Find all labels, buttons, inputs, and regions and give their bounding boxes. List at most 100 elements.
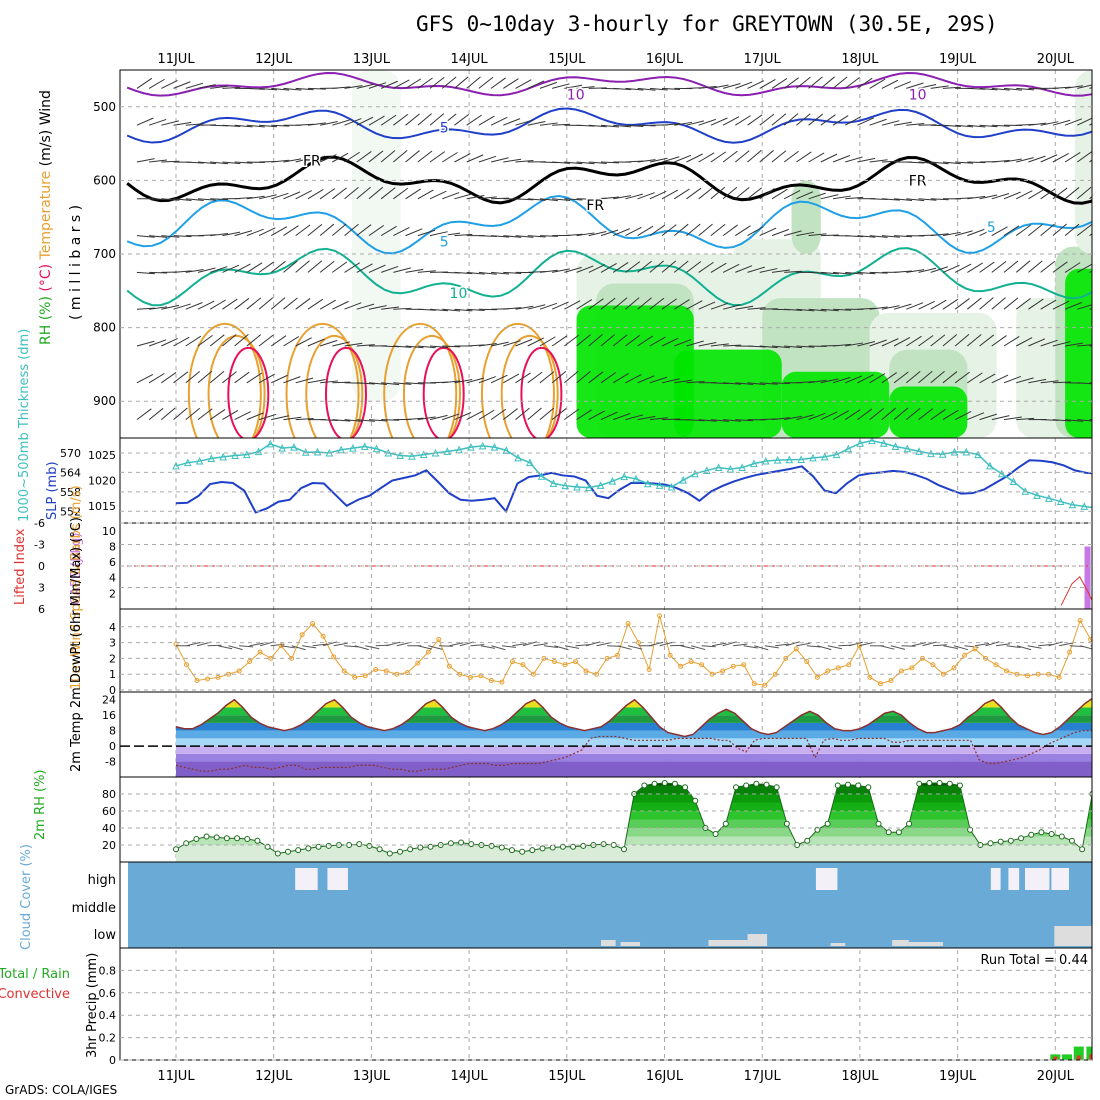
wind10-point: [257, 649, 263, 655]
wind10-point: [646, 666, 652, 672]
wind-barb: [808, 412, 826, 421]
rh-high-area: [781, 371, 890, 438]
rh-band: [176, 811, 1092, 820]
wind-barb: [466, 377, 485, 384]
wind-barb: [686, 340, 704, 347]
thickness-point: [903, 444, 912, 453]
low-cloud-bar: [1054, 926, 1092, 946]
wind-barb: [491, 197, 510, 200]
wind-barb: [942, 298, 959, 310]
wind-barb: [930, 408, 946, 421]
wind-barb: [405, 417, 424, 421]
wind-barb: [954, 371, 970, 384]
wind-barb: [735, 305, 754, 310]
rh-point: [844, 781, 851, 788]
contour-label: 5: [440, 121, 449, 137]
wind-barb: [442, 413, 460, 421]
wind-barb: [381, 419, 400, 421]
rh-point: [213, 834, 220, 841]
wind-barb: [429, 345, 449, 348]
wind-barb: [429, 151, 446, 163]
thickness-point: [891, 442, 900, 450]
wind-barb: [405, 113, 420, 126]
contour-label: 10: [909, 87, 927, 103]
wind-barb: [918, 83, 937, 89]
wind10-point: [236, 668, 242, 674]
wind-barb: [662, 87, 681, 90]
low-cloud-bar: [708, 940, 748, 946]
wind-barb: [307, 87, 326, 90]
contour-label: FR: [586, 198, 604, 214]
wind-barb: [136, 77, 153, 89]
wind-barb: [796, 231, 815, 237]
wind10-barb: [943, 645, 958, 649]
bottom-date-label: 14JUL: [451, 1069, 489, 1084]
rh-point: [1018, 835, 1025, 842]
wind-barb: [735, 382, 754, 386]
rh-point: [763, 781, 770, 788]
wind-barb: [197, 161, 216, 165]
top-date-label: 15JUL: [548, 52, 586, 67]
wind-barb: [612, 334, 628, 347]
rh-tick-label: 40: [102, 822, 116, 835]
wind-barb: [991, 260, 1007, 273]
temp-band: [176, 715, 1092, 723]
wind-barb: [710, 262, 727, 273]
wind-barb: [1003, 416, 1022, 421]
rh-point: [620, 846, 627, 853]
rh-point: [1007, 837, 1014, 844]
thickness-point: [714, 463, 723, 472]
wind-barb: [698, 187, 714, 200]
slp-tick-label: 1025: [88, 449, 116, 462]
thickness-point: [750, 459, 758, 468]
wind-barb: [185, 268, 204, 273]
thickness-point: [360, 442, 369, 450]
thickness-point: [514, 453, 522, 462]
wind-barb: [674, 121, 693, 126]
wind-barb: [979, 334, 995, 347]
pressure-tick-label: 600: [93, 173, 116, 187]
thickness-point: [950, 447, 959, 456]
wind-barb: [1015, 224, 1032, 237]
wind-barb: [771, 382, 790, 385]
wind-barb: [441, 113, 457, 126]
wind-barb: [515, 119, 533, 126]
wind-barb: [454, 193, 472, 200]
wind-barb: [209, 370, 225, 384]
wind10-barb: [1027, 645, 1042, 649]
wind-barb: [796, 414, 814, 421]
wind-barb: [808, 379, 827, 384]
wind-barb: [613, 228, 630, 237]
wind-barb: [796, 308, 815, 312]
wind10-barb: [543, 645, 559, 648]
high-cloud-gap: [1008, 868, 1020, 890]
wind10-barb: [627, 645, 643, 650]
wind-barb: [967, 297, 982, 310]
contour-label: 5: [440, 235, 449, 251]
rh-point: [234, 835, 241, 842]
wind-barb: [1016, 157, 1034, 163]
thickness-point: [679, 476, 688, 484]
wind-barb: [881, 305, 900, 310]
wind-barb: [1015, 260, 1031, 273]
wind-barb: [368, 419, 387, 422]
wind10-point: [625, 621, 631, 627]
wind10-point: [846, 662, 852, 668]
wind-barb: [515, 372, 531, 384]
thickness-point: [1056, 497, 1065, 506]
wind-barb: [686, 153, 703, 163]
precip-convective-bar: [1053, 1056, 1058, 1060]
wind10-barb: [344, 645, 359, 648]
wind-barb: [930, 299, 947, 310]
wind-barb: [820, 76, 835, 89]
warm-temp-contour: [227, 346, 270, 438]
wind-barb: [283, 336, 300, 347]
wind-barb: [845, 342, 864, 347]
wind10-point: [972, 646, 978, 652]
thickness-tick-label: 570: [60, 447, 81, 460]
temp-tick-label: 8: [109, 725, 116, 738]
rh-point: [539, 845, 546, 852]
wind-barb: [185, 82, 204, 89]
wind-barb: [344, 302, 362, 310]
warm-temp-contour: [500, 334, 559, 438]
